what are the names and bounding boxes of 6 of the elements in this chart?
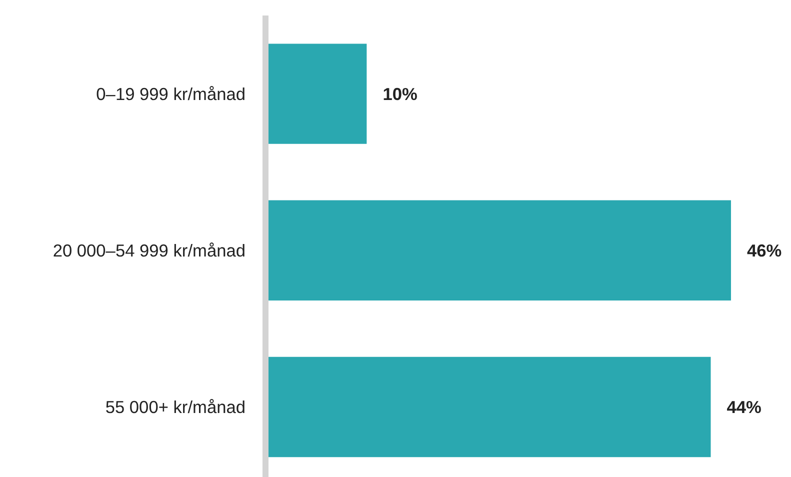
- y-tick-label: 55 000+ kr/månad: [105, 397, 246, 418]
- data-label: 46%: [746, 240, 782, 260]
- y-tick-label: 0–19 999 kr/månad: [96, 84, 246, 104]
- data-label: 44%: [726, 397, 762, 418]
- data-label: 10%: [382, 84, 418, 104]
- y-tick-label: 20 000–54 999 kr/månad: [52, 240, 246, 260]
